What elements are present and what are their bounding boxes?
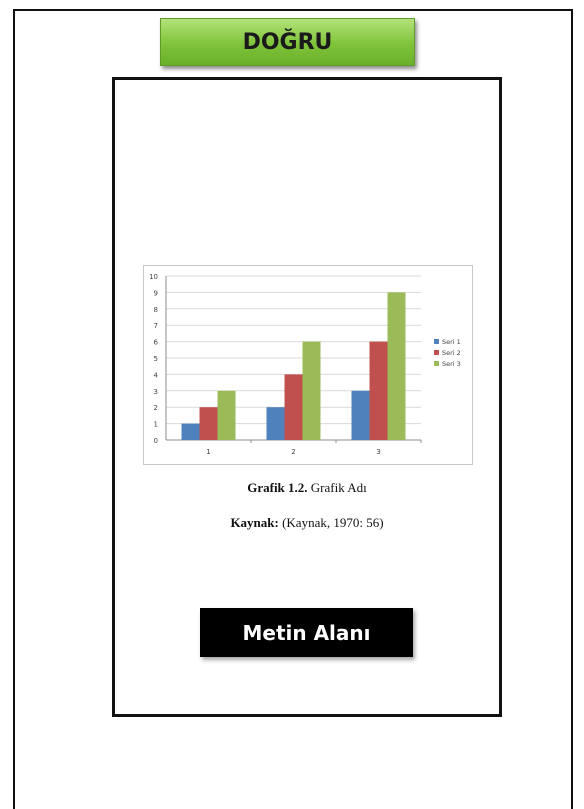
y-tick-label: 4 xyxy=(154,371,159,379)
source-caption: Kaynak: (Kaynak, 1970: 56) xyxy=(112,515,502,531)
legend-label: Seri 2 xyxy=(442,349,461,357)
y-tick-label: 0 xyxy=(154,437,158,445)
chart-container: 0 1 2 3 4 5 6 7 8 9 10 1 2 3 Seri 1 Seri 2 Seri 3 xyxy=(143,265,473,465)
y-tick-label: 5 xyxy=(154,355,158,363)
bar-1-2 xyxy=(266,407,285,440)
legend-swatch xyxy=(434,339,439,344)
correct-badge-label: DOĞRU xyxy=(242,29,333,55)
correct-badge: DOĞRU xyxy=(160,18,415,66)
bar-1-1 xyxy=(181,423,200,440)
bar-3-1 xyxy=(217,390,236,440)
x-tick-label: 1 xyxy=(206,448,210,456)
y-tick-label: 2 xyxy=(154,404,158,412)
y-tick-label: 9 xyxy=(154,289,158,297)
figure-caption-title: Grafik Adı xyxy=(310,480,367,495)
bar-chart: 0 1 2 3 4 5 6 7 8 9 10 1 2 3 Seri 1 Seri 2 Seri 3 xyxy=(149,273,461,456)
x-tick-label: 3 xyxy=(376,448,380,456)
legend-swatch xyxy=(434,361,439,366)
bar-3-3 xyxy=(387,292,406,440)
legend-label: Seri 3 xyxy=(442,360,461,368)
legend-swatch xyxy=(434,350,439,355)
bar-2-3 xyxy=(369,341,388,440)
source-caption-text: (Kaynak, 1970: 56) xyxy=(282,515,384,530)
x-tick-label: 2 xyxy=(291,448,295,456)
text-area-box: Metin Alanı xyxy=(200,608,413,657)
y-tick-label: 6 xyxy=(154,339,159,347)
y-tick-label: 3 xyxy=(154,388,158,396)
legend-label: Seri 1 xyxy=(442,338,461,346)
bar-3-2 xyxy=(302,341,321,440)
bar-2-1 xyxy=(199,407,218,440)
bar-2-2 xyxy=(284,374,303,440)
text-area-label: Metin Alanı xyxy=(242,620,371,645)
source-caption-prefix: Kaynak: xyxy=(230,515,279,530)
y-tick-label: 1 xyxy=(154,421,158,429)
y-tick-label: 10 xyxy=(149,273,158,281)
figure-caption-prefix: Grafik 1.2. xyxy=(247,480,308,495)
figure-caption: Grafik 1.2. Grafik Adı xyxy=(112,480,502,496)
y-tick-label: 7 xyxy=(154,322,158,330)
bar-1-3 xyxy=(351,390,370,440)
y-tick-label: 8 xyxy=(154,306,158,314)
